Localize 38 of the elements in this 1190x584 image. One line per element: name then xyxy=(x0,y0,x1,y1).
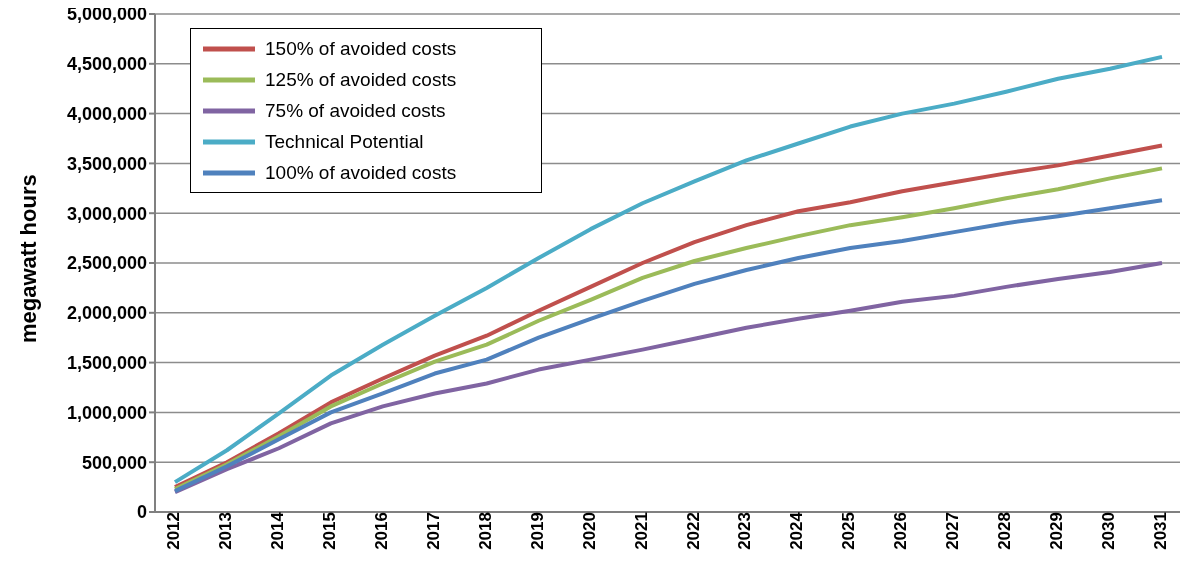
legend-label: Technical Potential xyxy=(265,130,424,153)
x-tick-label: 2016 xyxy=(371,512,391,550)
x-tick-label: 2015 xyxy=(319,512,339,550)
y-axis-title: megawatt hours xyxy=(15,174,41,343)
x-tick-label: 2014 xyxy=(267,511,287,550)
x-tick-label: 2028 xyxy=(995,512,1015,550)
x-tick-label: 2017 xyxy=(423,512,443,550)
y-tick-label: 1,500,000 xyxy=(66,352,147,373)
y-tick-label: 3,000,000 xyxy=(66,203,147,224)
x-tick-label: 2013 xyxy=(216,512,236,550)
x-tick-label: 2023 xyxy=(735,512,755,550)
y-tick-label: 0 xyxy=(136,502,147,523)
legend-label: 125% of avoided costs xyxy=(265,68,457,91)
x-tick-label: 2030 xyxy=(1099,512,1119,550)
x-tick-label: 2025 xyxy=(839,512,859,550)
x-tick-label: 2012 xyxy=(164,512,184,550)
x-tick-label: 2018 xyxy=(475,512,495,550)
y-tick-label: 1,000,000 xyxy=(66,402,147,423)
legend-label: 75% of avoided costs xyxy=(265,99,446,122)
legend-label: 100% of avoided costs xyxy=(265,161,457,184)
x-tick-label: 2031 xyxy=(1151,512,1171,550)
y-tick-label: 500,000 xyxy=(81,452,147,473)
x-tick-label: 2020 xyxy=(579,512,599,550)
x-tick-label: 2027 xyxy=(943,512,963,550)
y-tick-label: 4,500,000 xyxy=(66,54,147,75)
x-tick-label: 2022 xyxy=(683,512,703,550)
x-tick-label: 2021 xyxy=(631,512,651,550)
y-tick-label: 2,500,000 xyxy=(66,253,147,274)
y-tick-label: 2,000,000 xyxy=(66,303,147,324)
x-tick-label: 2029 xyxy=(1047,512,1067,550)
y-tick-label: 4,000,000 xyxy=(66,103,147,124)
x-tick-label: 2024 xyxy=(787,511,807,550)
y-tick-label: 5,000,000 xyxy=(66,4,147,25)
line-series xyxy=(173,261,1164,495)
legend-label: 150% of avoided costs xyxy=(265,37,457,60)
x-tick-label: 2019 xyxy=(527,512,547,550)
y-tick-label: 3,500,000 xyxy=(66,153,147,174)
x-tick-label: 2026 xyxy=(891,512,911,550)
